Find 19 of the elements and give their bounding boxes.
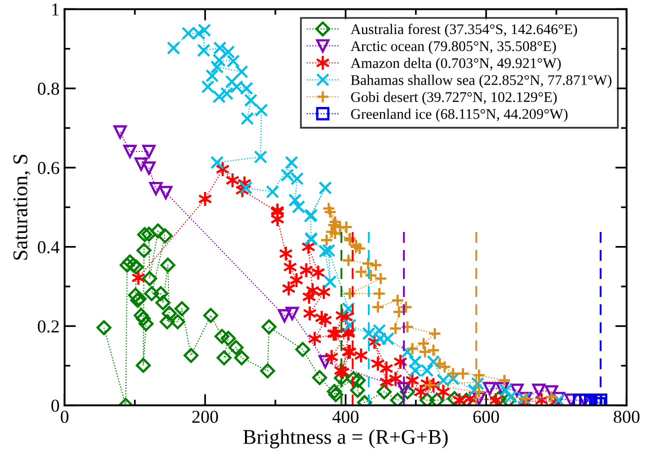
y-tick-label: 0 xyxy=(51,400,60,412)
legend-label: Greenland ice (68.115°N, 44.209°W) xyxy=(351,108,568,122)
legend-label: Arctic ocean (79.805°N, 35.508°E) xyxy=(350,40,556,54)
legend-label: Amazon delta (0.703°N, 49.921°W) xyxy=(350,58,561,72)
x-tick-label: 0 xyxy=(60,410,68,423)
x-tick-label: 600 xyxy=(473,410,499,423)
x-tick-label: 200 xyxy=(192,410,218,423)
x-tick-label: 400 xyxy=(332,410,358,423)
y-tick-label: 0.8 xyxy=(38,82,60,95)
y-tick-label: 1 xyxy=(52,4,59,16)
legend-label: Australia forest (37.354°S, 142.646°E) xyxy=(350,24,577,38)
y-tick-label: 0.4 xyxy=(38,241,60,254)
legend-label: Bahamas shallow sea (22.852°N, 77.871°W) xyxy=(350,74,612,88)
y-axis-title: Saturation, S xyxy=(13,154,30,260)
x-axis-title: Brightness a = (R+G+B) xyxy=(243,429,448,448)
y-tick-label: 0.6 xyxy=(38,162,60,174)
legend-label: Gobi desert (39.727°N, 102.129°E) xyxy=(351,92,557,105)
y-tick-label: 0.2 xyxy=(38,320,59,333)
x-tick-label: 800 xyxy=(614,410,640,423)
